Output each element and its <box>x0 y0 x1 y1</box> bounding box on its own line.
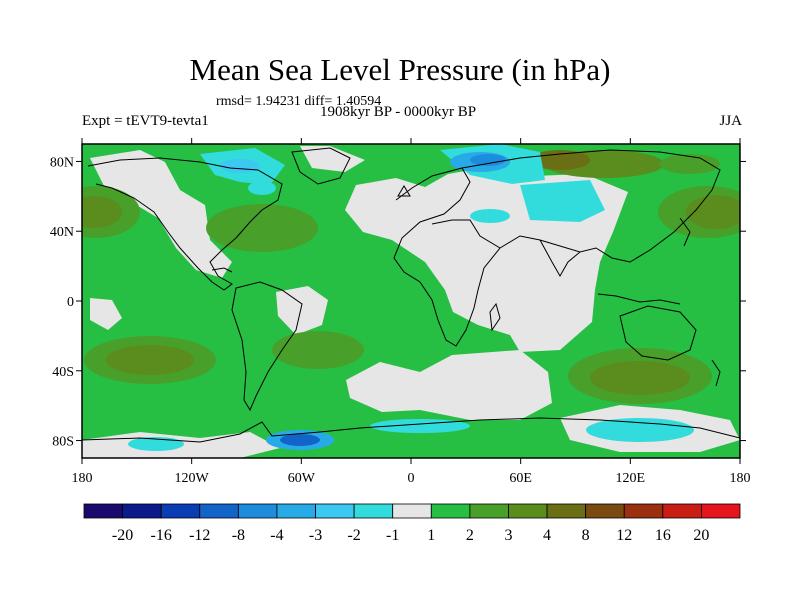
rmsd-diff-stats: rmsd= 1.94231 diff= 1.40594 <box>216 94 382 109</box>
anomaly-high-east-siberia <box>660 154 720 174</box>
map-title: Mean Sea Level Pressure (in hPa) <box>189 52 611 87</box>
colorbar: -20 -16 -12 -8 -4 -3 -2 -1 1 2 3 4 8 12 16 20 <box>83 503 741 544</box>
anomaly-near-zero-arctic <box>300 146 365 172</box>
colorbar-swatch <box>546 503 587 519</box>
lon-tick-label: 120E <box>616 471 646 486</box>
anomaly-low-core-weddell <box>280 434 320 446</box>
coast-antarctica <box>82 417 740 443</box>
colorbar-swatch <box>122 503 162 519</box>
colorbar-swatch <box>430 503 471 519</box>
time-period-label: 1908kyr BP - 0000kyr BP <box>320 104 477 120</box>
lon-tick-label: 60W <box>288 471 316 486</box>
colorbar-label: -1 <box>386 527 399 544</box>
anomaly-near-zero-southern-ocean <box>346 350 552 420</box>
coast-indonesia <box>597 293 681 305</box>
colorbar-swatch <box>585 503 625 519</box>
lat-tick-label: 40S <box>52 365 74 380</box>
colorbar-swatch <box>276 503 316 519</box>
colorbar-swatch <box>237 503 278 519</box>
anomaly-low-core-canada-arctic <box>220 159 260 173</box>
anomaly-high-core-north-pacific-east <box>686 195 740 229</box>
lon-tick-label: 120W <box>175 471 210 486</box>
lon-tick-label: 60E <box>509 471 532 486</box>
coast-south-america <box>231 281 303 412</box>
lat-tick-label: 80N <box>50 155 74 170</box>
colorbar-label: 20 <box>693 527 709 544</box>
colorbar-swatch <box>199 503 239 519</box>
lat-tick-label: 80S <box>52 435 74 450</box>
coast-caribbean <box>211 267 233 273</box>
colorbar-swatch <box>508 503 548 519</box>
season-label: JJA <box>719 113 742 129</box>
colorbar-label: 3 <box>504 527 512 544</box>
colorbar-swatch <box>83 503 123 519</box>
coast-greenland <box>291 147 351 185</box>
colorbar-swatch <box>353 503 394 519</box>
colorbar-swatch <box>662 503 702 519</box>
anomaly-high-core-south-indian <box>590 361 690 395</box>
latitude-axis: 80N 40N 0 40S 80S <box>50 155 746 450</box>
colorbar-label: 2 <box>466 527 474 544</box>
anomaly-low-central-asia <box>520 180 605 222</box>
anomaly-near-zero-north-america <box>90 150 232 278</box>
anomaly-low-ross-sea <box>586 418 694 442</box>
lat-tick-label: 0 <box>67 295 74 310</box>
colorbar-swatch <box>160 503 201 519</box>
colorbar-label: 16 <box>655 527 671 544</box>
anomaly-high-north-atlantic <box>206 204 318 252</box>
coast-eurasia <box>461 149 721 263</box>
colorbar-label: 1 <box>427 527 435 544</box>
colorbar-swatch <box>315 503 355 519</box>
colorbar-swatch <box>469 503 509 519</box>
colorbar-swatch <box>392 503 432 519</box>
map-plot-area <box>82 144 740 458</box>
colorbar-label: -16 <box>151 527 172 544</box>
colorbar-label: 12 <box>616 527 632 544</box>
lon-tick-label: 0 <box>408 471 415 486</box>
coastlines <box>82 147 740 443</box>
coast-australia <box>619 305 697 361</box>
colorbar-label: 4 <box>543 527 551 544</box>
experiment-label: Expt = tEVT9-tevta1 <box>82 113 209 129</box>
coast-british-isles <box>397 185 411 197</box>
coast-japan <box>679 217 691 247</box>
anomaly-high-south-atlantic <box>272 331 364 369</box>
colorbar-label: -8 <box>232 527 245 544</box>
anomaly-near-zero-south-pacific <box>276 286 328 335</box>
lon-tick-label: 180 <box>730 471 751 486</box>
colorbar-label: -4 <box>270 527 283 544</box>
colorbar-label: -12 <box>189 527 210 544</box>
anomaly-high-core-south-pacific <box>106 345 194 375</box>
anomaly-low-hudson <box>248 181 276 195</box>
anomaly-low-caspian <box>470 209 510 223</box>
colorbar-swatch <box>623 503 664 519</box>
coast-new-zealand <box>711 359 721 387</box>
lat-tick-label: 40N <box>50 225 74 240</box>
colorbar-label: -20 <box>112 527 133 544</box>
lon-tick-label: 180 <box>72 471 93 486</box>
longitude-axis: 180 120W 60W 0 60E 120E 180 <box>72 138 751 486</box>
colorbar-label: -2 <box>347 527 360 544</box>
coast-india <box>539 239 581 278</box>
anomaly-high-core-north-pacific-west <box>82 196 122 228</box>
coast-north-america <box>87 157 283 291</box>
anomaly-low-core-arctic-ocean <box>470 154 506 166</box>
colorbar-label: -3 <box>309 527 322 544</box>
anomaly-near-zero-east-pacific <box>90 298 122 330</box>
colorbar-label: 8 <box>582 527 590 544</box>
colorbar-swatch <box>701 503 741 519</box>
coast-madagascar <box>489 302 501 332</box>
